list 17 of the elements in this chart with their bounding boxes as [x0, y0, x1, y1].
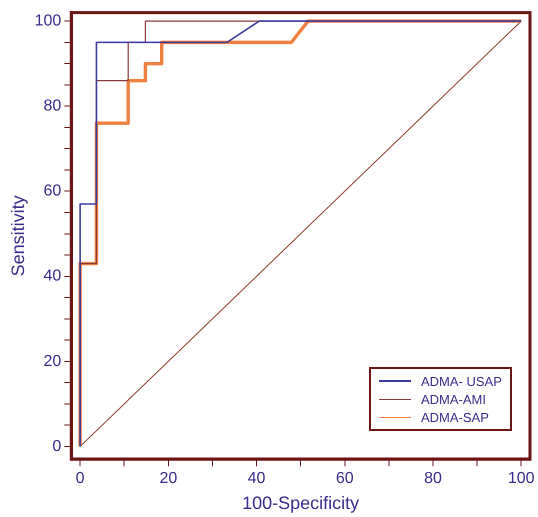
y-tick-label: 40: [44, 268, 62, 285]
legend-label: ADMA-SAP: [421, 410, 489, 425]
y-tick-label: 80: [44, 98, 62, 115]
y-tick-label: 60: [44, 182, 62, 200]
legend-label: ADMA-AMI: [421, 392, 486, 407]
x-tick-label: 40: [248, 470, 266, 488]
y-axis-title: Sensitivity: [8, 195, 28, 276]
legend-label: ADMA- USAP: [421, 374, 502, 389]
x-tick-label: 0: [76, 470, 85, 488]
y-tick-label: 100: [34, 12, 62, 30]
x-tick-label: 20: [159, 470, 178, 488]
x-axis-title: 100-Specificity: [242, 493, 360, 514]
x-tick-label: 60: [336, 470, 354, 488]
x-tick-label: 100: [508, 470, 535, 488]
y-tick-label: 0: [52, 438, 62, 455]
y-tick-label: 20: [44, 352, 62, 370]
x-tick-label: 80: [424, 470, 442, 488]
